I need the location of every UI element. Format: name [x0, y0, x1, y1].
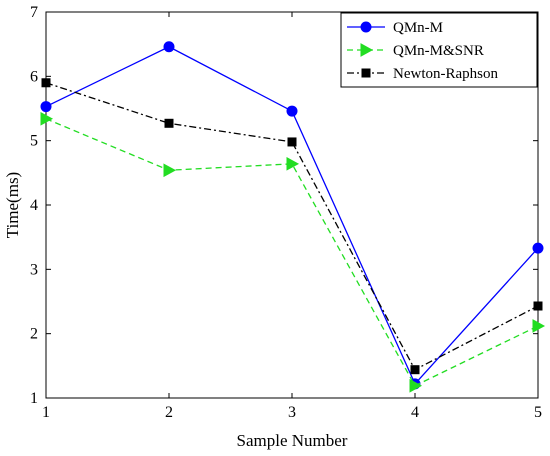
series-3 — [41, 78, 543, 375]
data-point — [163, 163, 177, 178]
data-point — [287, 137, 297, 147]
data-point — [533, 301, 543, 311]
y-axis-title: Time(ms) — [3, 172, 22, 238]
series-1 — [40, 41, 544, 390]
legend-marker — [360, 43, 374, 57]
data-point — [286, 156, 300, 171]
data-point — [163, 41, 175, 53]
series-2 — [40, 111, 546, 393]
series-line — [45, 118, 539, 387]
legend-item: QMn-M&SNR — [347, 43, 484, 59]
data-point — [286, 105, 298, 117]
legend: QMn-M QMn-M&SNR Newton-Raphson — [340, 12, 538, 88]
legend-marker — [360, 21, 372, 33]
x-tick-label: 4 — [411, 404, 419, 421]
legend-label: Newton-Raphson — [393, 66, 498, 82]
data-point — [41, 78, 51, 88]
series-line — [45, 82, 539, 371]
legend-item: Newton-Raphson — [347, 66, 498, 82]
data-point — [409, 378, 423, 393]
x-tick-label: 5 — [534, 404, 542, 421]
legend-label: QMn-M — [393, 20, 443, 36]
data-point — [164, 118, 174, 128]
data-point — [410, 365, 420, 375]
y-tick-label: 7 — [30, 4, 38, 21]
legend-item: QMn-M — [347, 20, 443, 36]
data-point — [532, 242, 544, 254]
legend-label: QMn-M&SNR — [393, 43, 484, 59]
y-tick-label: 1 — [30, 390, 38, 407]
x-axis-title: Sample Number — [237, 431, 348, 450]
data-point — [40, 111, 54, 126]
series-layer — [40, 41, 546, 393]
x-tick-label: 1 — [42, 404, 50, 421]
y-tick-label: 2 — [30, 326, 38, 343]
y-tick-label: 6 — [30, 68, 38, 85]
ticks-layer: 1 2 3 4 5 1 2 3 4 5 6 7 — [30, 4, 542, 421]
legend-marker — [361, 68, 371, 78]
data-point — [40, 101, 52, 113]
x-tick-label: 2 — [165, 404, 173, 421]
y-tick-label: 5 — [30, 133, 38, 150]
y-tick-label: 4 — [30, 197, 38, 214]
legend-box — [340, 12, 538, 88]
x-tick-label: 3 — [288, 404, 296, 421]
data-point — [532, 319, 546, 333]
y-tick-label: 3 — [30, 261, 38, 278]
